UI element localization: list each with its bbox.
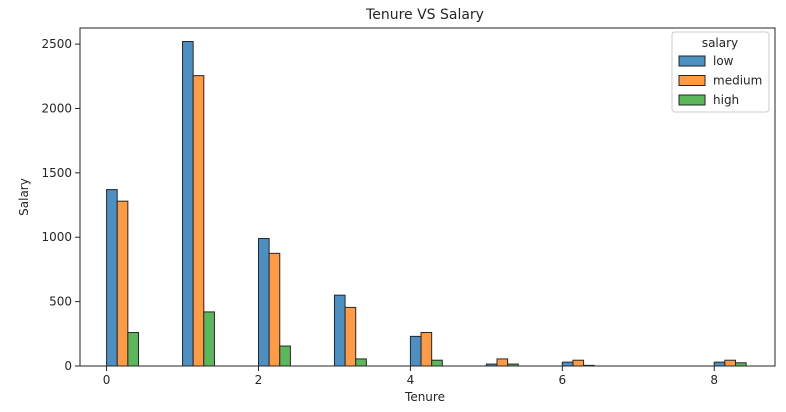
legend-label-low: low: [713, 54, 734, 68]
x-tick-label: 0: [103, 373, 111, 387]
legend-title: salary: [702, 36, 738, 50]
legend-label-medium: medium: [713, 74, 762, 88]
bar-medium-tenure-6: [572, 359, 585, 367]
bar-medium-tenure-3: [344, 306, 357, 367]
y-tick-label: 500: [49, 295, 72, 309]
bars-group: [106, 41, 747, 367]
bar-high-tenure-4: [431, 359, 443, 367]
bar-high-tenure-2: [279, 345, 291, 367]
legend: salary low medium high: [671, 31, 770, 113]
bar-low-tenure-0: [106, 189, 118, 367]
bar-low-tenure-1: [182, 41, 194, 367]
bar-medium-tenure-4: [420, 332, 433, 367]
y-tick-label: 0: [64, 359, 72, 373]
y-tick-label: 2500: [41, 37, 72, 51]
x-tick-label: 4: [407, 373, 415, 387]
y-tick-label: 2000: [41, 101, 72, 115]
y-tick-label: 1000: [41, 230, 72, 244]
legend-label-high: high: [713, 93, 739, 107]
bar-medium-tenure-1: [192, 75, 205, 367]
x-axis-label: Tenure: [404, 390, 445, 404]
legend-entries: low medium high: [678, 54, 762, 107]
legend-swatch-low: [678, 55, 706, 67]
x-axis-ticks: 0 2 4 6 8: [103, 366, 718, 387]
legend-swatch-medium: [678, 75, 706, 86]
bar-low-tenure-4: [409, 335, 422, 367]
legend-swatch-high: [678, 94, 706, 106]
y-axis-label: Salary: [17, 178, 31, 216]
bar-medium-tenure-0: [116, 200, 129, 367]
bar-medium-tenure-5: [496, 358, 509, 367]
x-tick-label: 8: [710, 373, 718, 387]
legend-box: [671, 31, 770, 113]
plot-frame: [79, 27, 776, 367]
bar-high-tenure-3: [355, 358, 367, 367]
bar-medium-tenure-8: [724, 359, 736, 367]
bar-high-tenure-1: [203, 311, 215, 367]
y-axis-ticks: 0 500 1000 1500 2000 2500: [41, 37, 80, 373]
chart-title: Tenure VS Salary: [365, 7, 484, 23]
bar-low-tenure-6: [561, 361, 574, 367]
bar-medium-tenure-2: [268, 252, 281, 367]
x-tick-label: 2: [255, 373, 263, 387]
bar-low-tenure-3: [333, 294, 346, 367]
y-tick-label: 1500: [41, 166, 72, 180]
x-tick-label: 6: [559, 373, 567, 387]
bar-low-tenure-8: [713, 361, 726, 367]
bar-low-tenure-2: [258, 238, 270, 367]
bar-high-tenure-0: [127, 332, 139, 367]
